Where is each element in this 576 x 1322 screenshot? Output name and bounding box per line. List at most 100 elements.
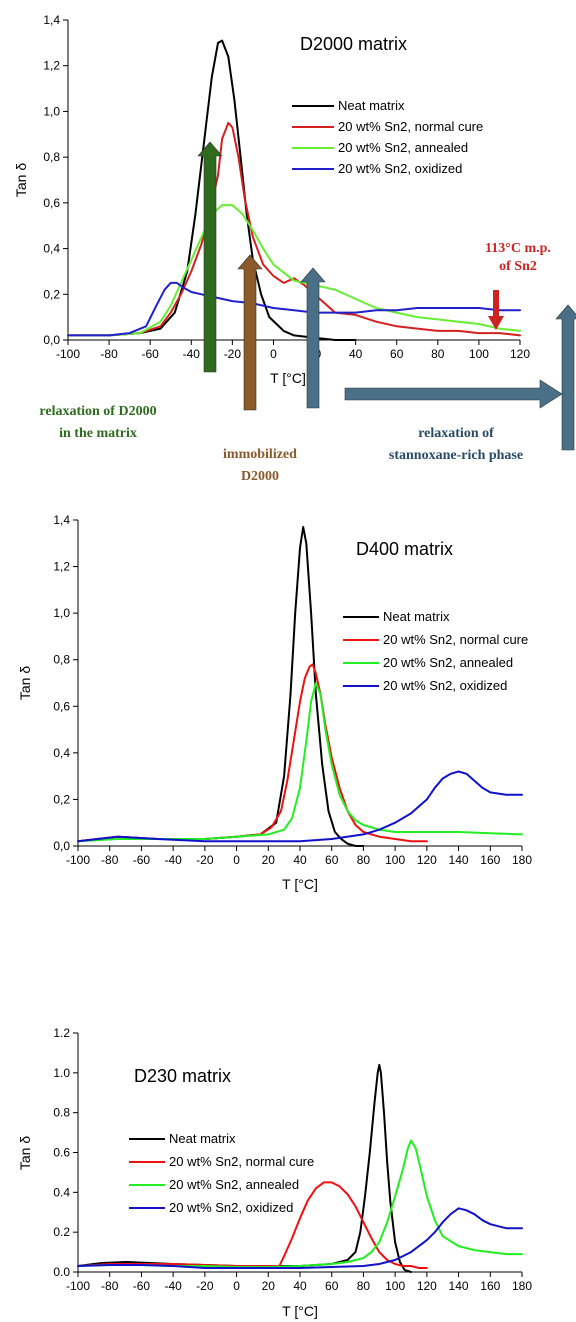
chart-1: -100-80-60-40-200204060801001200,00,20,4…: [13, 13, 576, 484]
x-tick-label: -20: [196, 853, 214, 867]
y-tick-label: 0,0: [43, 333, 60, 347]
x-tick-label: 140: [449, 853, 469, 867]
y-tick-label: 0.2: [53, 1225, 70, 1239]
arrow-stannoxane-2: [555, 304, 576, 451]
y-tick-label: 0,0: [53, 839, 70, 853]
y-tick-label: 0.0: [53, 1265, 70, 1279]
x-tick-label: 100: [385, 853, 405, 867]
arrow-stannoxane-horizontal: [344, 379, 563, 409]
x-axis-label: T [°C]: [270, 370, 306, 386]
arrow-melting-point-head: [488, 316, 504, 330]
legend-label: 20 wt% Sn2, oxidized: [338, 161, 462, 176]
series-line-3: [77, 1139, 523, 1268]
chart-title: D2000 matrix: [300, 34, 407, 54]
y-tick-label: 0,2: [43, 287, 60, 301]
x-tick-label: 80: [431, 347, 445, 361]
x-tick-label: 0: [233, 853, 240, 867]
x-tick-label: -60: [133, 853, 151, 867]
y-tick-label: 1,2: [53, 560, 70, 574]
y-tick-label: 0,8: [53, 653, 70, 667]
series-line-4: [77, 770, 523, 843]
annotation-immobilized-d2000: immobilized D2000: [223, 447, 297, 484]
series-line-4: [77, 1207, 523, 1269]
series-line-3: [67, 204, 521, 337]
y-tick-label: 0,6: [53, 699, 70, 713]
x-tick-label: 80: [357, 1279, 371, 1293]
annotation-melting-point: 113°C m.p. of Sn2: [485, 241, 551, 274]
y-tick-label: 1,4: [53, 513, 70, 527]
series-line-1: [77, 526, 365, 847]
chart-title: D230 matrix: [134, 1066, 231, 1086]
y-tick-label: 0.6: [53, 1146, 70, 1160]
y-tick-label: 0,4: [43, 242, 60, 256]
x-tick-label: 180: [512, 853, 532, 867]
x-tick-label: 40: [293, 853, 307, 867]
x-tick-label: 20: [262, 1279, 276, 1293]
y-tick-label: 1.0: [53, 1066, 70, 1080]
y-tick-label: 1.2: [53, 1026, 70, 1040]
x-tick-label: 60: [325, 853, 339, 867]
x-tick-label: 80: [357, 853, 371, 867]
x-tick-label: 40: [293, 1279, 307, 1293]
legend-label: 20 wt% Sn2, oxidized: [169, 1200, 293, 1215]
series-line-2: [67, 121, 521, 337]
x-axis-label: T [°C]: [282, 876, 318, 892]
x-tick-label: -100: [56, 347, 80, 361]
x-tick-label: 120: [417, 853, 437, 867]
x-tick-label: -80: [101, 1279, 119, 1293]
x-tick-label: -80: [100, 347, 118, 361]
legend-label: 20 wt% Sn2, annealed: [383, 655, 513, 670]
annotation-relaxation-stannoxane: relaxation of stannoxane-rich phase: [389, 426, 523, 463]
chart-3: -100 -80 -60 -40 -20 0 20 40 60 80 100 120 140 160 180…: [17, 1026, 532, 1319]
x-tick-label: 20: [262, 853, 276, 867]
legend-label: 20 wt% Sn2, normal cure: [383, 632, 528, 647]
x-tick-label: -100: [66, 853, 90, 867]
x-tick-label: 120: [417, 1279, 437, 1293]
y-tick-label: 0,6: [43, 196, 60, 210]
chart-2: -100 -80 -60 -40 -20 0 20 40 60 80 100 120 140 160 180…: [17, 513, 532, 892]
x-tick-label: 0: [233, 1279, 240, 1293]
x-tick-label: -40: [164, 853, 182, 867]
y-axis-label: Tan δ: [13, 163, 29, 197]
x-tick-label: 60: [325, 1279, 339, 1293]
chart-title: D400 matrix: [356, 539, 453, 559]
series-line-3: [77, 682, 523, 843]
x-tick-label: 40: [349, 347, 363, 361]
x-tick-label: 100: [469, 347, 489, 361]
x-tick-label: 160: [480, 1279, 500, 1293]
y-tick-label: 0,8: [43, 150, 60, 164]
y-axis-label: Tan δ: [17, 1136, 33, 1170]
y-tick-label: 0.8: [53, 1106, 70, 1120]
x-tick-label: 60: [390, 347, 404, 361]
legend-label: 20 wt% Sn2, normal cure: [169, 1154, 314, 1169]
arrow-relaxation-d2000: [197, 141, 223, 373]
y-tick-label: 0.4: [53, 1185, 70, 1199]
x-tick-label: 0: [270, 347, 277, 361]
legend-label: Neat matrix: [383, 609, 450, 624]
y-tick-label: 1,0: [43, 104, 60, 118]
y-tick-label: 1,0: [53, 606, 70, 620]
x-tick-label: 140: [449, 1279, 469, 1293]
series-line-2: [77, 1181, 428, 1269]
x-tick-label: 160: [480, 853, 500, 867]
y-axis-label: Tan δ: [17, 666, 33, 700]
legend-label: Neat matrix: [338, 98, 405, 113]
x-tick-label: -100: [66, 1279, 90, 1293]
x-axis-label: T [°C]: [282, 1303, 318, 1319]
series-line-1: [67, 39, 357, 341]
legend-label: 20 wt% Sn2, normal cure: [338, 119, 483, 134]
legend-label: 20 wt% Sn2, annealed: [338, 140, 468, 155]
y-tick-label: 0,4: [53, 746, 70, 760]
arrow-immobilized-d2000: [237, 254, 263, 411]
x-tick-label: -40: [183, 347, 201, 361]
legend-label: 20 wt% Sn2, annealed: [169, 1177, 299, 1192]
x-tick-label: 180: [512, 1279, 532, 1293]
legend-label: 20 wt% Sn2, oxidized: [383, 678, 507, 693]
series-line-2: [77, 663, 428, 843]
y-tick-label: 1,2: [43, 59, 60, 73]
x-tick-label: -20: [196, 1279, 214, 1293]
x-tick-label: -20: [224, 347, 242, 361]
x-tick-label: -60: [142, 347, 160, 361]
y-tick-label: 1,4: [43, 13, 60, 27]
